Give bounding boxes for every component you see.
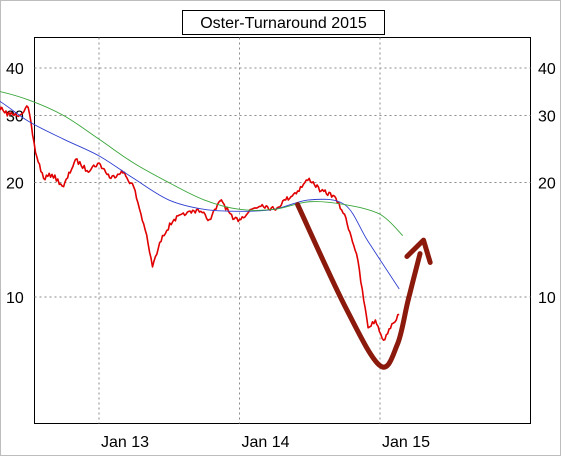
annotation-layer (295, 202, 433, 370)
x-tick-label: Jan 13 (101, 434, 149, 451)
title-box (182, 10, 385, 35)
turnaround-arrow-head (404, 237, 433, 265)
x-axis-labels: Jan 13 Jan 14 Jan 15 (101, 434, 430, 451)
series-line-price (0, 105, 400, 341)
y-tick-label-right: 20 (538, 176, 556, 193)
series-line-moving-average-long (0, 91, 404, 236)
grid (34, 37, 531, 424)
y-tick-label-left: 20 (6, 176, 24, 193)
chart-title: Oster-Turnaround 2015 (200, 15, 367, 32)
x-tick-label: Jan 14 (241, 434, 289, 451)
plot-area (34, 37, 531, 424)
y-tick-label-right: 10 (538, 290, 556, 307)
y-tick-label-right: 40 (538, 61, 556, 78)
turnaround-arrow-curve (295, 202, 423, 370)
y-tick-label-left: 10 (6, 290, 24, 307)
series-line-moving-average-short (0, 100, 400, 290)
y-tick-label-right: 30 (538, 109, 556, 126)
x-tick-label: Jan 15 (382, 434, 430, 451)
y-tick-label-left: 40 (6, 61, 24, 78)
series-layer (0, 91, 404, 341)
